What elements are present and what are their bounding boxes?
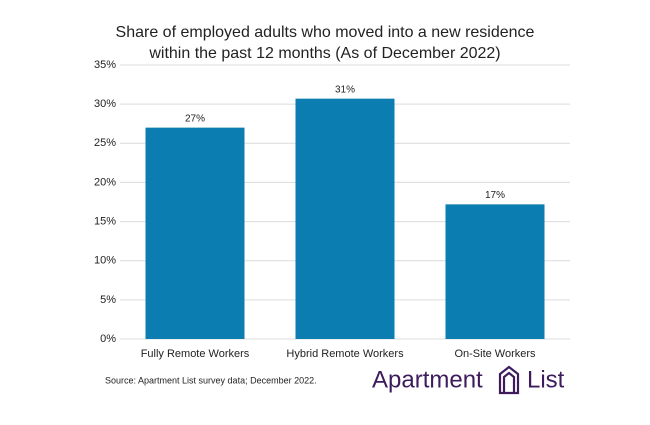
source: Source: Apartment List survey data; Dece… <box>105 375 317 385</box>
bar <box>445 204 545 339</box>
data-label: 31% <box>335 84 355 95</box>
y-tick-label: 25% <box>94 137 116 149</box>
bar <box>295 98 395 339</box>
y-tick-label: 35% <box>94 59 116 71</box>
x-tick-label: Fully Remote Workers <box>141 348 250 360</box>
y-tick-label: 30% <box>94 98 116 110</box>
data-label: 17% <box>485 190 505 201</box>
y-tick-label: 20% <box>94 176 116 188</box>
chart-title: Share of employed adults who moved into … <box>115 24 535 62</box>
logo-icon <box>498 365 520 395</box>
x-tick-label: On-Site Workers <box>454 348 536 360</box>
bar <box>145 127 245 339</box>
y-tick-label: 0% <box>100 333 116 345</box>
logo-text: List <box>527 366 565 393</box>
x-tick-label: Hybrid Remote Workers <box>286 348 404 360</box>
logo-text: Apartment <box>372 366 483 393</box>
y-tick-label: 15% <box>94 215 116 227</box>
data-label: 27% <box>185 113 205 124</box>
y-tick-label: 10% <box>94 255 116 267</box>
y-tick-label: 5% <box>100 294 116 306</box>
